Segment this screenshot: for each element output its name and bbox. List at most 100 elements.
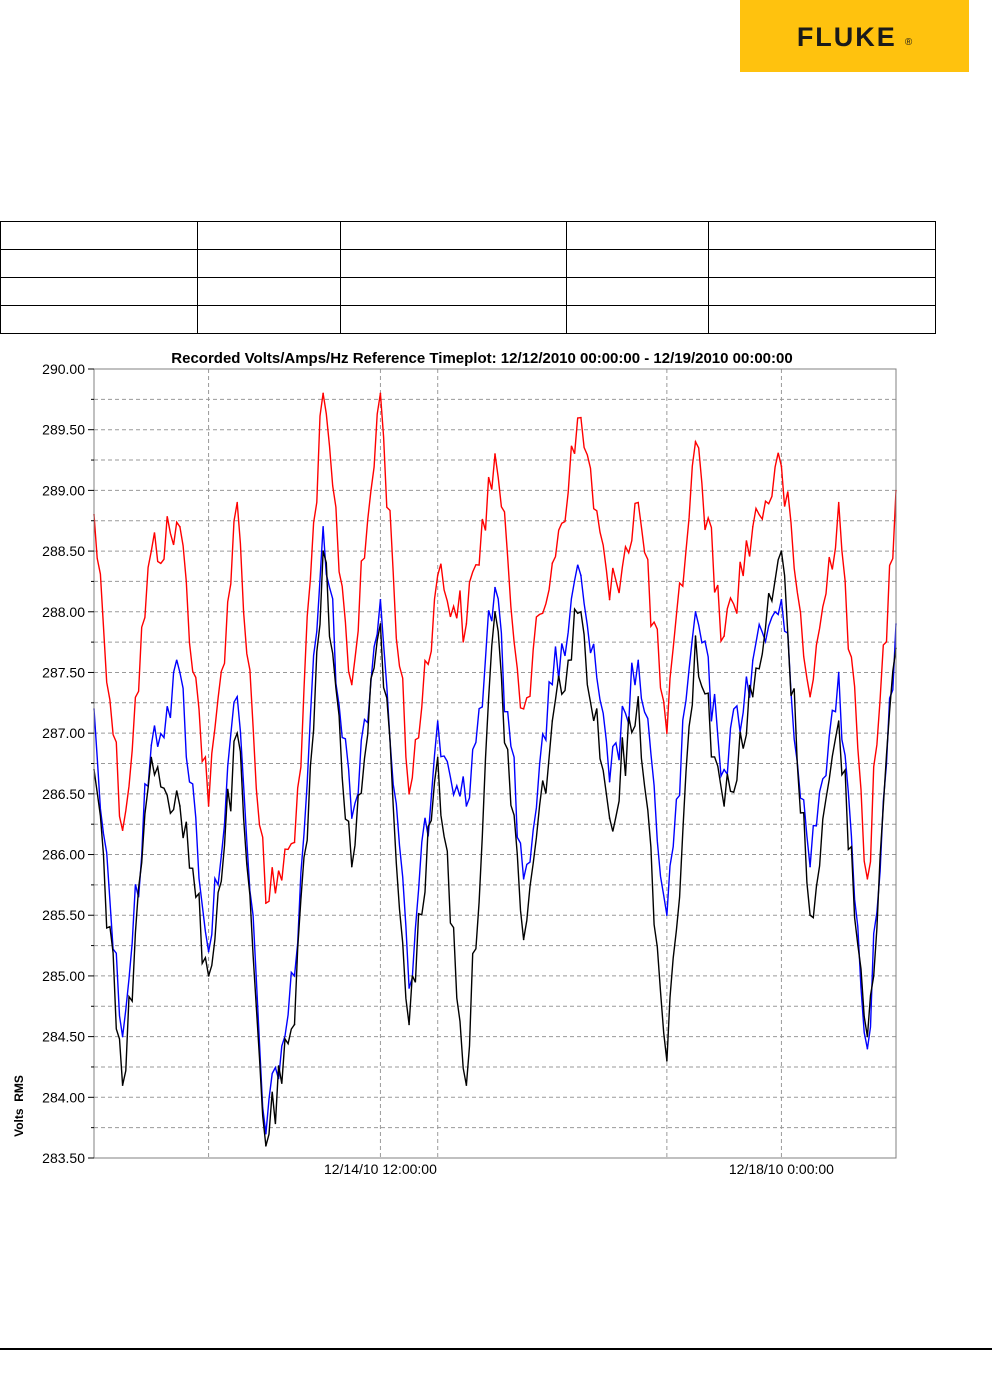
series-1-point [465,623,468,625]
table-cell [196,305,341,334]
series-1-point [866,878,869,880]
series-1-point [580,416,582,419]
series-3-point [236,732,239,734]
series-3-point [608,817,611,819]
y-tick-label: 287.50 [42,664,85,680]
series-3-point [522,938,525,941]
series-2-point [694,610,697,613]
y-tick-label: 283.50 [42,1150,85,1166]
series-1-point [265,902,267,904]
series-1-point [293,841,296,844]
series-3-point [780,550,783,552]
series-2-point [121,1035,124,1038]
series-2-point [293,975,296,977]
table-cell [566,221,710,250]
series-3-point [207,975,210,977]
table-row [0,221,936,250]
series-1-point [121,829,124,832]
series-3-point [179,805,181,807]
footer-rule [0,1348,992,1350]
series-3-point [751,695,754,698]
series-1-point [694,441,697,443]
series-1-point [179,526,181,528]
y-tick-label: 285.00 [42,968,85,984]
series-3-point [322,550,324,552]
series-line-1 [93,393,897,905]
series-3-point [580,610,582,613]
table-cell [0,249,198,278]
series-3-point [666,1060,668,1062]
x-tick-label: 12/18/10 0:00:00 [729,1161,834,1177]
y-tick-label: 286.00 [42,847,85,863]
series-1-point [837,501,840,504]
series-1-point [494,453,496,455]
y-tick-label: 284.50 [42,1029,85,1045]
series-3-point [265,1145,267,1147]
y-tick-label: 289.50 [42,422,85,438]
series-3-point [694,635,697,637]
series-2-point [207,950,210,953]
series-1-point [350,683,353,686]
series-3-point [637,695,640,698]
table-cell [196,277,341,306]
series-3-point [809,914,811,917]
series-3-point [379,623,382,625]
series-1-point [780,465,783,467]
series-2-point [637,659,640,662]
y-tick-label: 287.00 [42,725,85,741]
series-3-point [465,1084,468,1086]
fluke-logo: FLUKE ® [740,0,969,72]
series-2-point [179,671,181,674]
table-cell [339,305,568,334]
series-1-point [379,392,382,395]
series-1-point [522,708,525,710]
series-2-point [236,695,239,698]
series-2-point [723,768,725,771]
series-2-point [350,817,353,819]
series-3-point [866,1035,869,1038]
series-3-point [436,756,439,759]
series-3-point [408,1023,410,1026]
info-table [0,221,936,334]
series-1-point [751,526,754,528]
series-1-point [551,562,554,565]
series-3-point [121,1084,124,1086]
series-2-point [866,1047,869,1050]
y-tick-label: 288.50 [42,543,85,559]
series-2-point [379,598,382,601]
y-axis-label: Volts RMS [12,1075,26,1137]
y-tick-label: 284.00 [42,1089,85,1105]
series-2-point [322,526,324,528]
series-1-point [322,392,324,395]
series-1-point [436,574,439,577]
table-cell [708,305,936,334]
y-tick-label: 290.00 [42,361,85,377]
series-2-point [436,720,439,722]
table-cell [0,305,198,334]
y-tick-label: 288.00 [42,604,85,620]
table-cell [708,221,936,250]
series-1-point [809,695,811,698]
series-line-3 [93,550,897,1147]
logo-wordmark: FLUKE [796,21,897,52]
series-3-point [293,1023,296,1026]
series-1-point [150,550,153,552]
series-2-point [608,780,611,783]
series-1-point [608,598,611,601]
table-cell [196,221,341,250]
y-tick-label: 289.00 [42,482,85,498]
series-1-point [666,732,668,734]
x-tick-label: 12/14/10 12:00:00 [324,1161,437,1177]
series-2-point [265,1132,267,1135]
table-cell [566,249,710,278]
table-row [0,249,936,278]
voltage-timeplot-chart: Recorded Volts/Amps/Hz Reference Timeplo… [12,350,897,1177]
series-1-point [236,501,239,504]
table-cell [708,277,936,306]
series-3-point [723,805,725,807]
series-2-point [494,586,496,589]
series-1-point [637,501,640,504]
table-cell [196,249,341,278]
series-3-point [494,610,496,613]
table-row [0,277,936,306]
